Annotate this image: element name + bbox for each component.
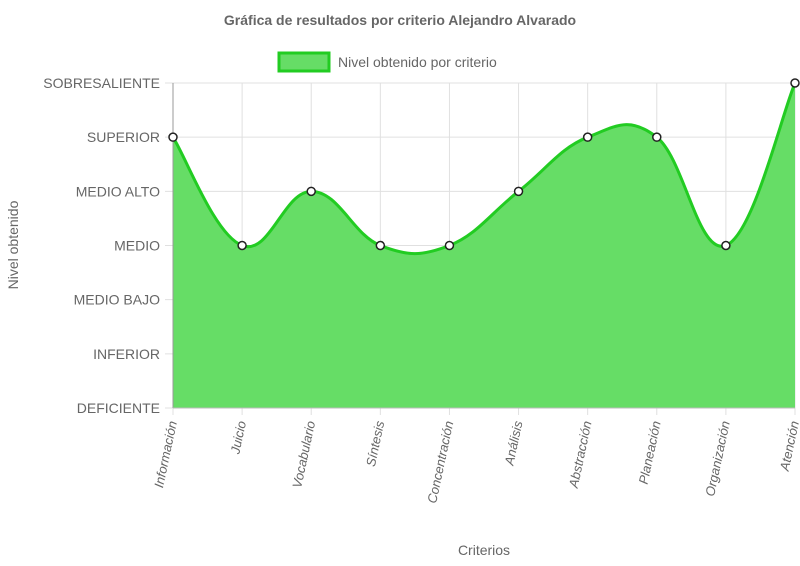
- y-tick-label: SUPERIOR: [87, 129, 160, 145]
- data-point[interactable]: [375, 240, 386, 251]
- y-tick-label: DEFICIENTE: [77, 400, 160, 416]
- data-point[interactable]: [582, 132, 593, 142]
- x-tick-label: Juicio: [227, 420, 249, 457]
- data-point[interactable]: [444, 240, 455, 251]
- x-tick-label: Atención: [777, 420, 800, 474]
- y-tick-label: MEDIO: [114, 238, 160, 254]
- y-tick-label: INFERIOR: [93, 346, 160, 362]
- data-point[interactable]: [721, 240, 731, 251]
- data-points: [168, 78, 800, 251]
- y-tick-label: MEDIO BAJO: [74, 292, 160, 308]
- chart-title: Gráfica de resultados por criterio Aleja…: [224, 12, 576, 28]
- y-tick-label: MEDIO ALTO: [76, 183, 160, 199]
- x-tick-label: Síntesis: [363, 419, 387, 468]
- area-series: [171, 82, 797, 408]
- data-point[interactable]: [306, 186, 316, 197]
- legend-swatch: [277, 51, 331, 73]
- area-fill: [173, 83, 795, 408]
- y-tick-label: SOBRESALIENTE: [43, 75, 160, 91]
- legend-label: Nivel obtenido por criterio: [338, 54, 497, 70]
- data-point[interactable]: [790, 78, 800, 88]
- x-tick-label: Organización: [702, 420, 733, 498]
- y-axis-title: Nivel obtenido: [5, 200, 21, 289]
- data-point[interactable]: [513, 186, 524, 197]
- x-tick-label: Planeación: [636, 420, 664, 486]
- data-point[interactable]: [168, 132, 178, 142]
- legend[interactable]: Nivel obtenido por criterio: [277, 51, 497, 73]
- x-tick-label: Análisis: [501, 419, 525, 467]
- x-tick-label: Abstracción: [566, 420, 595, 491]
- data-point[interactable]: [652, 132, 662, 142]
- x-tick-label: Concentración: [424, 420, 456, 505]
- x-axis-ticks: Información Juicio Vocabulario Síntesis Conc…: [151, 419, 800, 505]
- x-tick-label: Información: [151, 420, 180, 490]
- y-axis-ticks: DEFICIENTE INFERIOR MEDIO BAJO MEDIO MEDIO A…: [43, 75, 160, 416]
- data-point[interactable]: [237, 240, 247, 251]
- series-line: [171, 82, 797, 256]
- x-tick-label: Vocabulario: [289, 420, 318, 490]
- x-axis-title: Criterios: [458, 542, 510, 558]
